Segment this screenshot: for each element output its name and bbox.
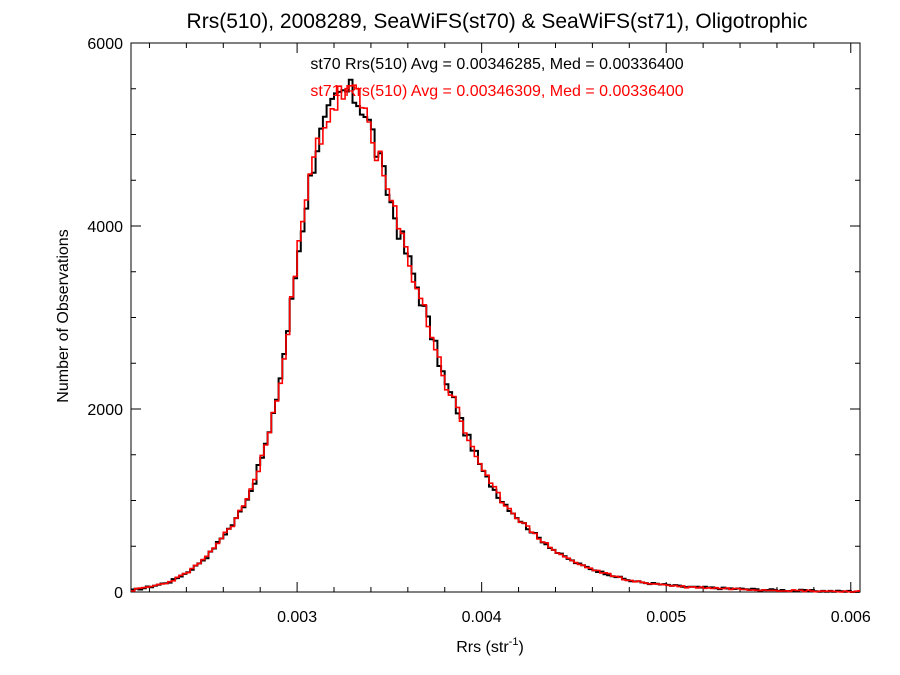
histogram-line-st71 (131, 84, 860, 593)
x-axis-label-sup: -1 (509, 636, 519, 648)
y-axis-label: Number of Observations (55, 229, 72, 402)
y-tick-label: 2000 (87, 402, 123, 419)
y-tick-label: 6000 (87, 36, 123, 53)
x-tick-label: 0.005 (646, 609, 686, 626)
legend-st70: st70 Rrs(510) Avg = 0.00346285, Med = 0.… (310, 56, 683, 73)
y-tick-label: 4000 (87, 219, 123, 236)
x-tick-label: 0.003 (277, 609, 317, 626)
legend-st71: st71 Rrs(510) Avg = 0.00346309, Med = 0.… (310, 83, 683, 100)
series-layer (131, 78, 860, 593)
axis-ticks: 0.003 0.004 0.005 0.006 0 2000 4000 6000 (87, 36, 870, 626)
histogram-line-st70 (131, 78, 860, 593)
x-axis-label-close: ) (518, 639, 523, 656)
x-axis-label-base: Rrs (str (456, 639, 509, 656)
x-axis-label: Rrs (str-1) (456, 636, 524, 656)
y-tick-label: 0 (114, 585, 123, 602)
x-tick-label: 0.006 (831, 609, 871, 626)
chart-title: Rrs(510), 2008289, SeaWiFS(st70) & SeaWi… (187, 10, 808, 33)
x-tick-label: 0.004 (462, 609, 502, 626)
